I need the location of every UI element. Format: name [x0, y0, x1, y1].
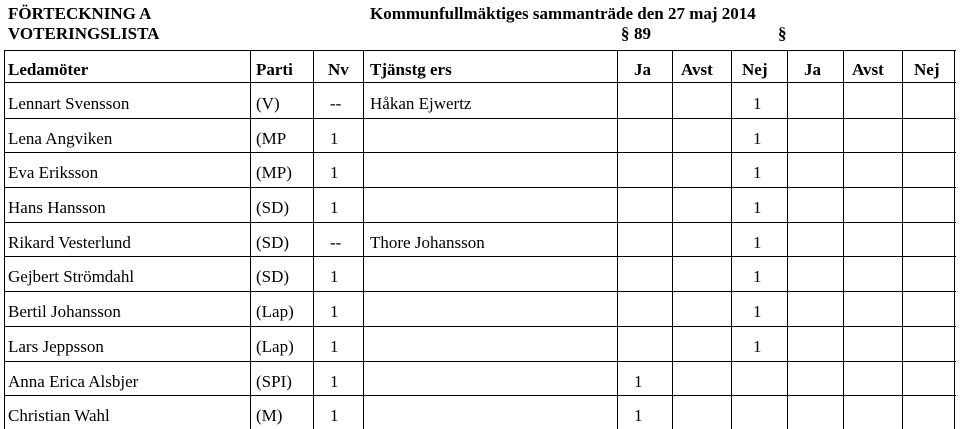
vote-ja-1: 1	[634, 406, 643, 425]
column-divider	[731, 50, 732, 429]
column-header-nej-1: Nej	[742, 60, 768, 79]
member-name: Lennart Svensson	[8, 94, 130, 113]
vote-ja-2: 1	[753, 94, 762, 113]
vote-ja-1: 1	[634, 372, 643, 391]
document-title: FÖRTECKNING A	[8, 4, 152, 23]
column-divider	[363, 50, 364, 429]
vote-ja-2: 1	[753, 302, 762, 321]
member-present: 1	[330, 337, 339, 356]
table-top-border	[4, 50, 956, 51]
column-divider	[617, 50, 618, 429]
member-name: Bertil Johansson	[8, 302, 121, 321]
member-name: Lars Jeppsson	[8, 337, 104, 356]
member-name: Rikard Vesterlund	[8, 233, 131, 252]
member-present: 1	[330, 198, 339, 217]
member-present: 1	[330, 302, 339, 321]
row-divider	[4, 187, 956, 188]
column-header-ja-1: Ja	[634, 60, 651, 79]
member-present: 1	[330, 129, 339, 148]
member-party: (MP)	[256, 163, 292, 182]
member-name: Eva Eriksson	[8, 163, 99, 182]
member-present: --	[330, 94, 342, 113]
row-divider	[4, 326, 956, 327]
member-name: Hans Hansson	[8, 198, 106, 217]
member-party: (SD)	[256, 233, 290, 252]
member-present: 1	[330, 406, 339, 425]
member-party: (Lap)	[256, 337, 294, 356]
member-party: (V)	[256, 94, 280, 113]
row-divider	[4, 152, 956, 153]
member-name: Anna Erica Alsbjer	[8, 372, 139, 391]
row-divider	[4, 256, 956, 257]
header-bottom-border	[4, 82, 956, 83]
meeting-title: Kommunfullmäktiges sammanträde den 27 ma…	[370, 4, 756, 23]
column-header-nej-2: Nej	[914, 60, 940, 79]
column-divider	[902, 50, 903, 429]
column-header-avst-2: Avst	[852, 60, 884, 79]
column-header-ja-2: Ja	[804, 60, 821, 79]
column-divider	[787, 50, 788, 429]
row-divider	[4, 395, 956, 396]
vote-ja-2: 1	[753, 267, 762, 286]
substitute-name: Håkan Ejwertz	[370, 94, 472, 113]
vote-ja-2: 1	[753, 337, 762, 356]
member-present: 1	[330, 267, 339, 286]
column-divider	[313, 50, 314, 429]
vote-ja-2: 1	[753, 163, 762, 182]
column-divider	[250, 50, 251, 429]
row-divider	[4, 361, 956, 362]
column-header-avst-1: Avst	[681, 60, 713, 79]
member-party: (SD)	[256, 267, 290, 286]
member-present: --	[330, 233, 342, 252]
member-party: (M)	[256, 406, 283, 425]
member-party: (Lap)	[256, 302, 294, 321]
member-name: Lena Angviken	[8, 129, 113, 148]
vote-ja-2: 1	[753, 233, 762, 252]
member-party: (SD)	[256, 198, 290, 217]
column-divider	[672, 50, 673, 429]
paragraph-number: 89	[634, 24, 651, 43]
paragraph-sign-2: §	[778, 24, 787, 43]
document-subtitle: VOTERINGSLISTA	[8, 24, 160, 43]
row-divider	[4, 291, 956, 292]
column-divider	[4, 50, 5, 429]
column-divider	[843, 50, 844, 429]
row-divider	[4, 222, 956, 223]
member-party: (SPI)	[256, 372, 292, 391]
column-header-ledamoter: Ledamöter	[8, 60, 89, 79]
column-divider	[954, 50, 955, 429]
row-divider	[4, 118, 956, 119]
column-header-tjanstg: Tjänstg ers	[370, 60, 452, 79]
vote-ja-2: 1	[753, 198, 762, 217]
vote-ja-2: 1	[753, 129, 762, 148]
member-present: 1	[330, 372, 339, 391]
paragraph-sign: §	[621, 24, 630, 43]
member-present: 1	[330, 163, 339, 182]
substitute-name: Thore Johansson	[370, 233, 485, 252]
column-header-parti: Parti	[256, 60, 293, 79]
member-party: (MP	[256, 129, 287, 148]
member-name: Gejbert Strömdahl	[8, 267, 135, 286]
column-header-nv: Nv	[328, 60, 349, 79]
member-name: Christian Wahl	[8, 406, 110, 425]
